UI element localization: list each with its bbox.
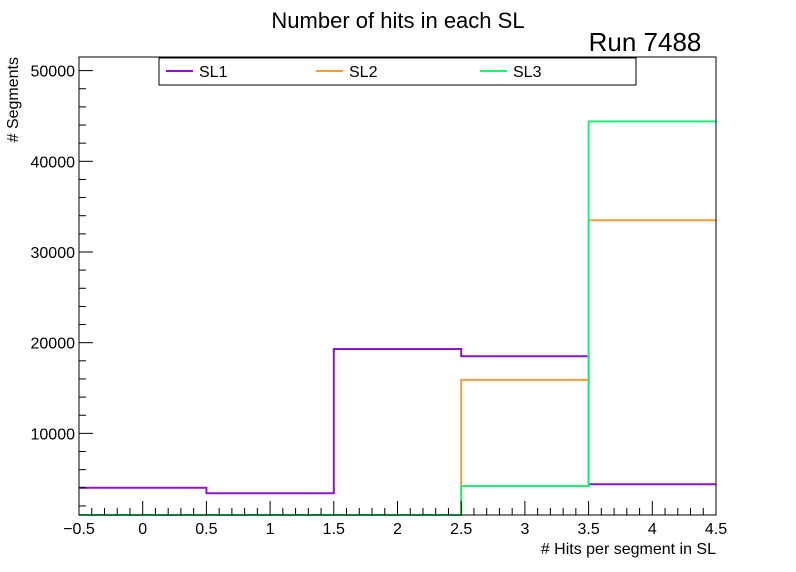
legend: SL1 SL2 SL3 (158, 57, 637, 86)
x-tick-label: −0.5 (63, 521, 95, 538)
x-tick-label: 2 (393, 521, 402, 538)
chart-title: Number of hits in each SL (271, 8, 524, 33)
series-line-sl2 (79, 219, 716, 516)
x-tick-label: 4.5 (705, 521, 727, 538)
x-axis: −0.5 0 0.5 1 1.5 2 2.5 3 3.5 4 4.5 (63, 501, 727, 538)
legend-label-sl3: SL3 (513, 64, 542, 81)
x-tick-label: 3.5 (577, 521, 599, 538)
x-tick-label: 0 (138, 521, 147, 538)
x-tick-label: 4 (648, 521, 657, 538)
y-tick-label: 30000 (31, 245, 76, 262)
run-annotation: Run 7488 (589, 27, 702, 57)
y-tick-label: 10000 (31, 426, 76, 443)
plot-frame (78, 56, 717, 516)
y-tick-label: 50000 (31, 64, 76, 81)
x-tick-label: 0.5 (195, 521, 217, 538)
series-line-sl3 (79, 120, 716, 516)
legend-label-sl2: SL2 (349, 64, 378, 81)
series-line-sl1 (79, 348, 716, 495)
x-tick-label: 2.5 (450, 521, 472, 538)
y-axis: 10000 20000 30000 40000 50000 (31, 64, 93, 507)
y-tick-label: 40000 (31, 154, 76, 171)
x-axis-label: # Hits per segment in SL (541, 541, 716, 558)
series-lines (79, 120, 716, 516)
y-tick-label: 20000 (31, 336, 76, 353)
x-tick-label: 3 (520, 521, 529, 538)
legend-label-sl1: SL1 (199, 64, 228, 81)
legend-box (158, 57, 637, 86)
x-tick-label: 1 (266, 521, 275, 538)
y-axis-label: # Segments (5, 57, 22, 142)
x-tick-label: 1.5 (323, 521, 345, 538)
